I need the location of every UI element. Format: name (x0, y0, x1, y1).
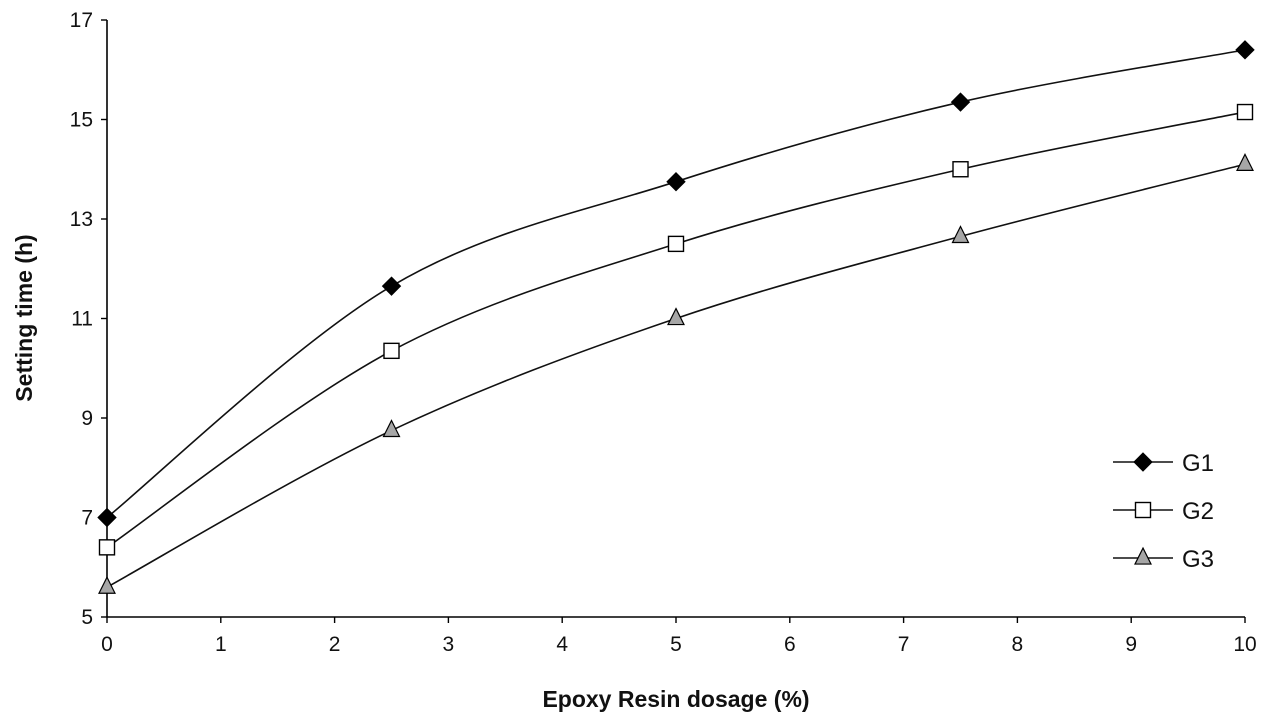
legend-marker (1133, 452, 1153, 472)
data-point (1235, 40, 1255, 60)
data-point (98, 539, 116, 556)
x-tick-label: 2 (329, 633, 341, 656)
data-point (951, 225, 970, 244)
x-tick-label: 9 (1125, 633, 1137, 656)
x-tick-label: 8 (1012, 633, 1024, 656)
data-point (382, 419, 401, 438)
legend-marker (1134, 501, 1152, 519)
series-g2 (98, 103, 1254, 556)
data-point (97, 507, 117, 528)
axis-ticks: 0 1 2 3 4 5 6 7 8 9 10 5 7 9 11 13 15 17 (70, 9, 1257, 656)
series-line (106, 163, 1246, 588)
x-tick-label: 5 (670, 633, 682, 656)
data-point (1236, 153, 1254, 171)
legend-item-g2: G2 (1113, 498, 1214, 525)
x-tick-label: 3 (443, 633, 455, 656)
x-tick-label: 7 (898, 633, 910, 656)
series-line (106, 49, 1246, 519)
legend-marker (1134, 546, 1152, 565)
x-axis-title: Epoxy Resin dosage (%) (542, 686, 809, 712)
data-point (98, 575, 116, 594)
y-axis-title: Setting time (h) (11, 234, 37, 401)
y-tick-label: 11 (71, 308, 93, 331)
x-tick-label: 0 (101, 633, 113, 656)
data-point (667, 235, 685, 253)
series-g3 (98, 153, 1254, 594)
y-tick-label: 7 (81, 507, 93, 530)
y-tick-label: 17 (70, 9, 93, 32)
data-point (383, 342, 400, 360)
legend-label: G1 (1182, 450, 1214, 477)
legend-label: G3 (1182, 546, 1214, 573)
data-point (950, 92, 971, 112)
y-tick-label: 13 (70, 208, 93, 231)
data-point (381, 276, 402, 296)
legend: G1 G2 G3 (1113, 450, 1214, 573)
y-tick-label: 5 (81, 606, 93, 629)
series-g1 (97, 40, 1255, 528)
legend-item-g3: G3 (1113, 546, 1214, 573)
legend-item-g1: G1 (1113, 450, 1214, 477)
x-tick-label: 10 (1233, 633, 1256, 656)
y-tick-label: 9 (81, 407, 93, 430)
x-tick-label: 4 (556, 633, 568, 656)
data-point (1236, 103, 1254, 121)
data-point (666, 171, 686, 192)
data-point (952, 161, 969, 178)
plot-area (97, 40, 1255, 594)
data-point (667, 307, 685, 326)
x-tick-label: 6 (784, 633, 796, 656)
legend-label: G2 (1182, 498, 1214, 525)
y-tick-label: 15 (70, 109, 93, 132)
x-tick-label: 1 (215, 633, 227, 656)
